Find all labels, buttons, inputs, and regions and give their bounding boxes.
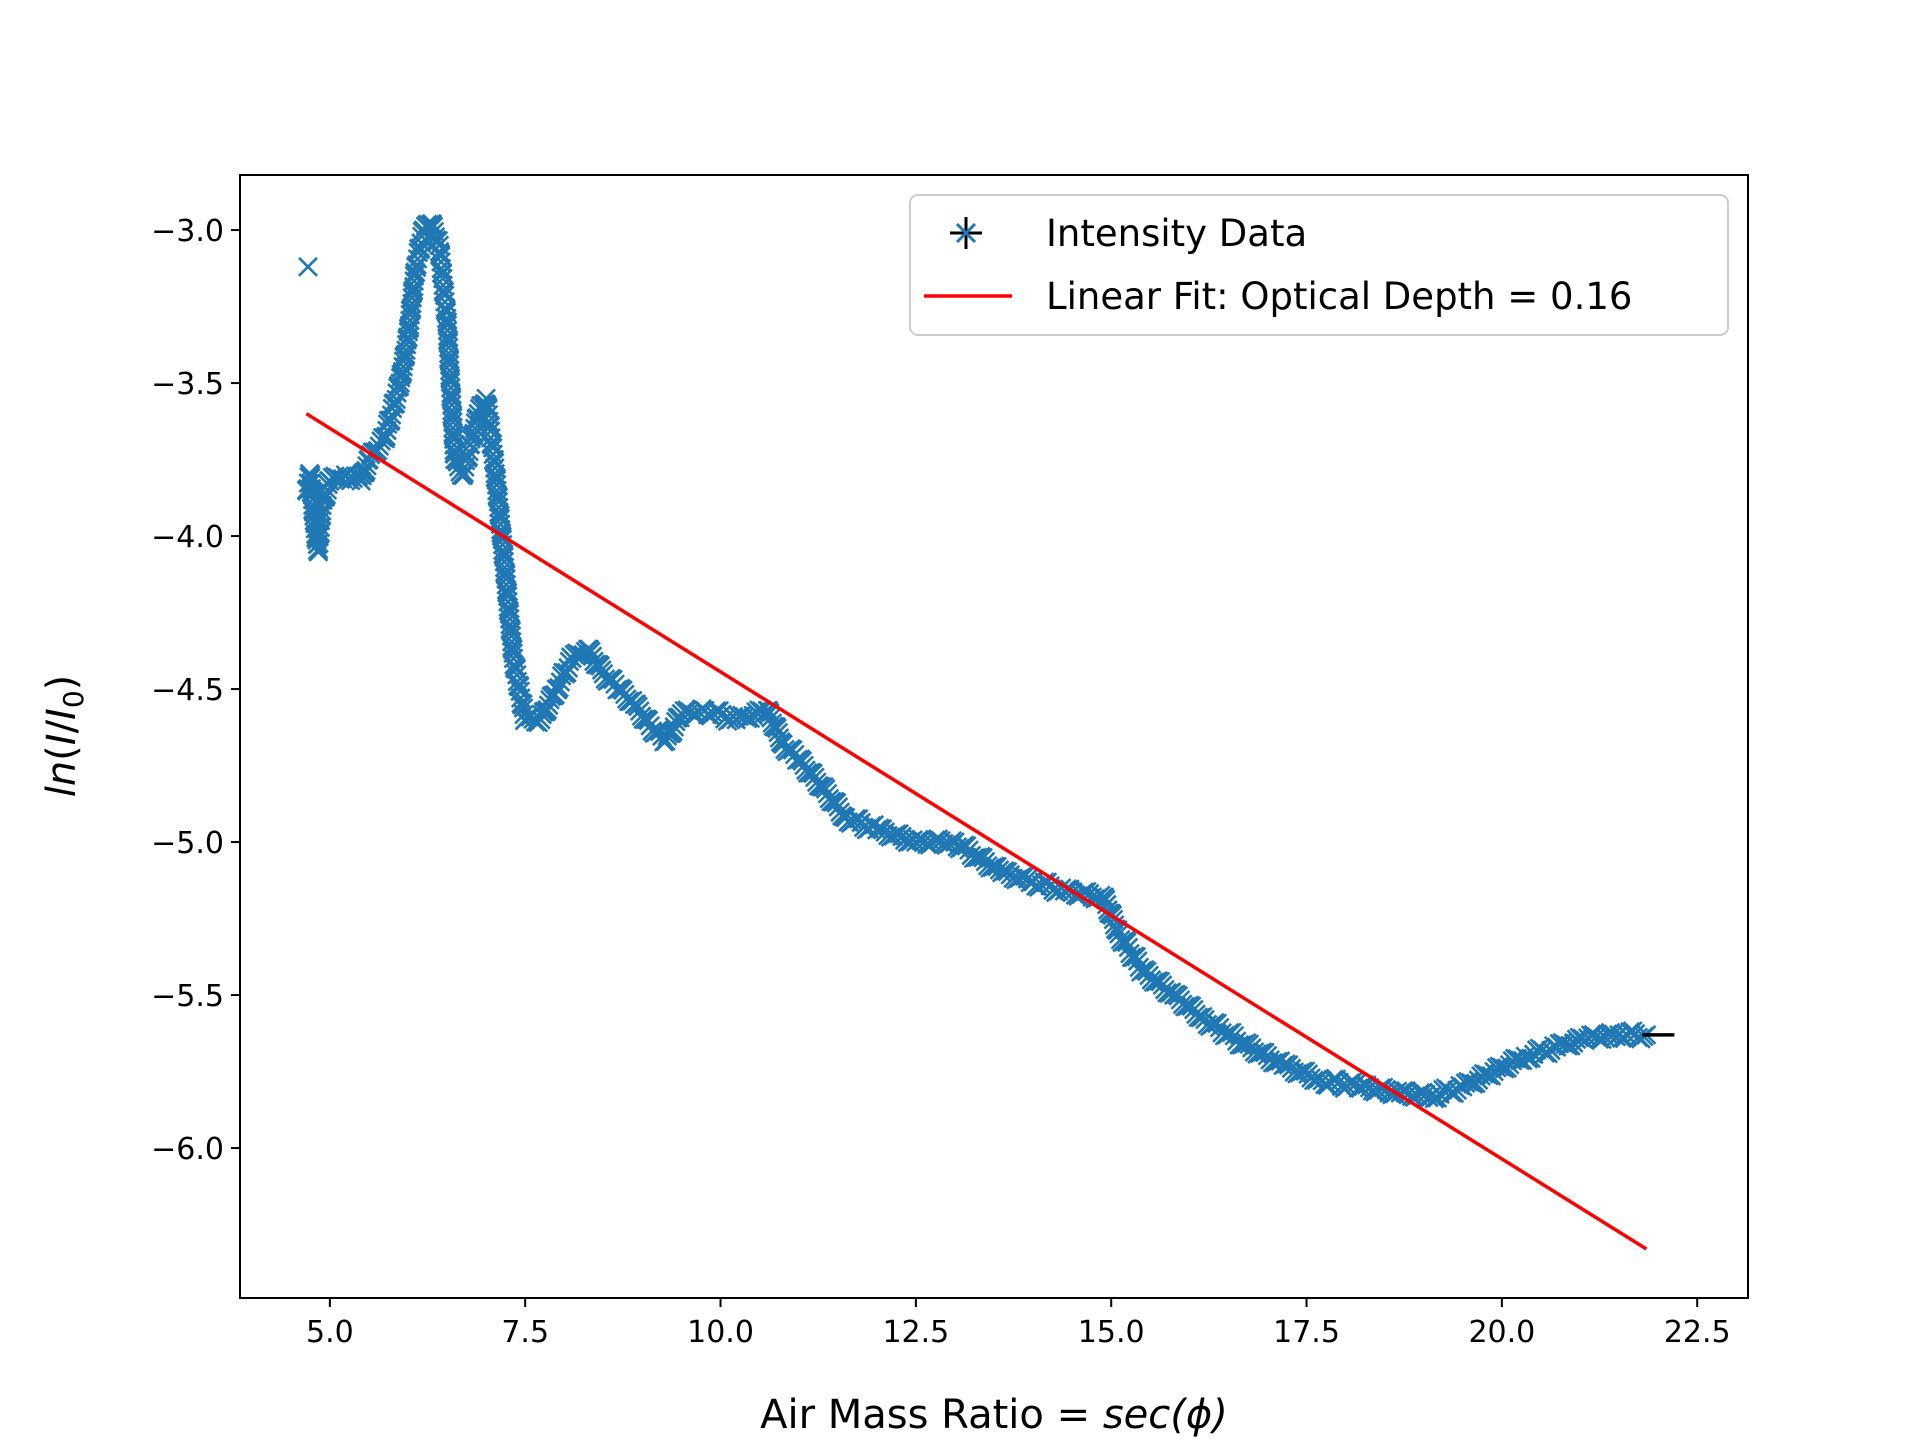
legend-marker-intensity (950, 217, 982, 249)
y-axis-label: ln(I/I0) (39, 675, 90, 798)
data-point (1620, 1021, 1640, 1042)
y-axis-ticks: −3.0 −3.5 −4.0 −4.5 −5.0 −5.5 −6.0 (151, 214, 240, 1167)
x-tick-label: 5.0 (306, 1315, 354, 1350)
data-point (308, 541, 329, 562)
data-point (443, 425, 464, 446)
data-point (1116, 932, 1137, 953)
data-point (502, 639, 523, 660)
data-point (357, 455, 377, 476)
x-tick-label: 17.5 (1273, 1315, 1340, 1350)
x-axis-ticks: 5.0 7.5 10.0 12.5 15.0 17.5 20.0 22.5 (306, 1298, 1731, 1350)
y-tick-label: −3.0 (151, 214, 224, 249)
legend: Intensity Data Linear Fit: Optical Depth… (909, 194, 1729, 336)
data-point (1011, 866, 1032, 887)
legend-label-fit: Linear Fit: Optical Depth = 0.16 (1046, 275, 1632, 318)
fit-line (305, 412, 1648, 1251)
data-point (298, 256, 318, 277)
x-tick-label: 10.0 (687, 1315, 754, 1350)
y-tick-label: −4.5 (151, 673, 224, 708)
x-tick-label: 7.5 (501, 1315, 549, 1350)
y-tick-label: −6.0 (151, 1132, 224, 1167)
data-point (1303, 1070, 1324, 1091)
fit-layer (305, 412, 1648, 1251)
y-tick-label: −3.5 (151, 367, 224, 402)
plot-area (296, 214, 1675, 1251)
data-point (1188, 1007, 1209, 1028)
x-tick-label: 12.5 (882, 1315, 949, 1350)
data-point (549, 677, 569, 698)
y-tick-label: −4.0 (151, 520, 224, 555)
legend-label-intensity: Intensity Data (1046, 212, 1307, 255)
y-tick-label: −5.0 (151, 826, 224, 861)
y-tick-label: −5.5 (151, 979, 224, 1014)
x-tick-label: 15.0 (1078, 1315, 1145, 1350)
axes-frame (239, 174, 1749, 1299)
data-point (886, 824, 907, 844)
legend-box (909, 194, 1729, 336)
x-axis-label: Air Mass Ratio = sec(ϕ) (760, 1392, 1228, 1438)
data-point (683, 704, 704, 725)
x-tick-label: 22.5 (1664, 1315, 1731, 1350)
x-tick-label: 20.0 (1468, 1315, 1535, 1350)
data-point (1393, 1080, 1414, 1101)
